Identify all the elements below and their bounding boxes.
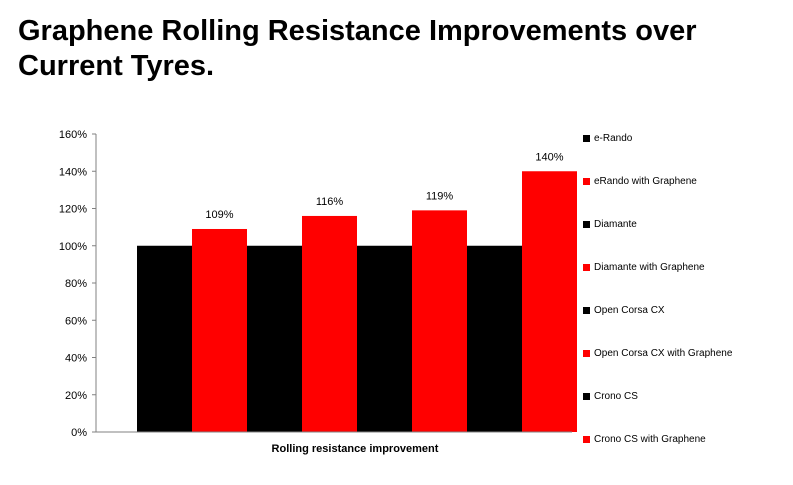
y-tick-label: 140%: [59, 166, 87, 178]
legend-item: eRando with Graphene: [583, 173, 697, 189]
legend-item: Diamante: [583, 216, 637, 232]
data-label: 140%: [535, 151, 563, 163]
legend-label: Diamante with Graphene: [594, 261, 705, 273]
bar-diamante: [247, 245, 302, 432]
legend-label: Crono CS: [594, 390, 638, 402]
bar-open-corsa-cx-with-graphene: [412, 210, 467, 432]
legend-label: Diamante: [594, 218, 637, 230]
y-tick-label: 100%: [59, 241, 87, 253]
y-tick-label: 60%: [65, 315, 87, 327]
legend-item: Open Corsa CX: [583, 302, 665, 318]
legend-item: Open Corsa CX with Graphene: [583, 345, 732, 361]
legend-swatch: [583, 349, 590, 357]
legend-swatch: [583, 392, 590, 400]
legend-label: eRando with Graphene: [594, 175, 697, 187]
bar-crono-cs: [467, 245, 522, 432]
bar-erando-with-graphene: [192, 228, 247, 432]
legend-label: Open Corsa CX with Graphene: [594, 347, 733, 359]
legend-swatch: [583, 263, 590, 271]
y-tick-label: 40%: [65, 353, 87, 365]
legend-label: Crono CS with Graphene: [594, 433, 706, 445]
y-tick-label: 80%: [65, 278, 87, 290]
legend-item: Crono CS with Graphene: [583, 431, 706, 447]
data-label: 119%: [426, 190, 454, 202]
y-tick-label: 0%: [71, 427, 87, 439]
data-label: 116%: [316, 196, 344, 208]
bar-diamante-with-graphene: [302, 215, 357, 432]
legend-swatch: [583, 220, 590, 228]
bar-open-corsa-cx: [357, 245, 412, 432]
legend-item: e-Rando: [583, 130, 632, 146]
legend-swatch: [583, 435, 590, 443]
legend-swatch: [583, 306, 590, 314]
y-tick-label: 160%: [59, 129, 87, 141]
legend-swatch: [583, 134, 590, 142]
bar-crono-cs-with-graphene: [522, 171, 577, 432]
data-label: 109%: [205, 209, 233, 221]
legend-label: e-Rando: [594, 132, 633, 144]
legend-item: Diamante with Graphene: [583, 259, 705, 275]
legend-swatch: [583, 177, 590, 185]
y-tick-label: 120%: [59, 204, 87, 216]
legend-item: Crono CS: [583, 388, 638, 404]
y-tick-label: 20%: [65, 390, 87, 402]
bar-e-rando: [137, 245, 192, 432]
x-category-label: Rolling resistance improvement: [272, 443, 439, 455]
legend-label: Open Corsa CX: [594, 304, 665, 316]
slide-title: Graphene Rolling Resistance Improvements…: [18, 15, 697, 82]
